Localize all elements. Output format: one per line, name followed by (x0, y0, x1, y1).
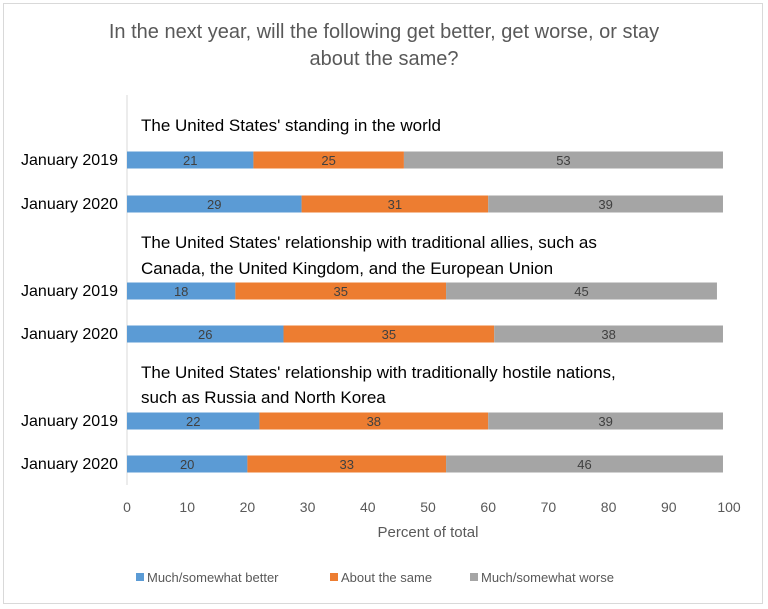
data-label: 31 (388, 197, 402, 212)
x-tick-label: 0 (123, 499, 131, 515)
bar-segment (127, 151, 254, 169)
data-label: 35 (382, 327, 396, 342)
bar-segment (283, 325, 495, 343)
category-label: January 2020 (21, 326, 118, 343)
group-label: Canada, the United Kingdom, and the Euro… (141, 259, 553, 278)
x-tick-label: 60 (480, 499, 496, 515)
chart-title: In the next year, will the following get… (109, 21, 659, 43)
category-label: January 2019 (21, 283, 118, 300)
data-label: 18 (174, 284, 188, 299)
bar-segment (488, 195, 723, 213)
bar-segment (259, 412, 489, 430)
bar-segment (403, 151, 723, 169)
group-label: The United States' relationship with tra… (141, 363, 616, 382)
legend-swatch (330, 573, 338, 581)
bar-segment (247, 455, 447, 473)
bar-segment (253, 151, 404, 169)
legend-swatch (470, 573, 478, 581)
group-label: such as Russia and North Korea (141, 388, 386, 407)
data-label: 29 (207, 197, 221, 212)
x-tick-label: 80 (601, 499, 617, 515)
bar-segment (446, 282, 717, 300)
data-label: 45 (574, 284, 588, 299)
bar-segment (446, 455, 723, 473)
data-label: 20 (180, 457, 194, 472)
group-label: The United States' standing in the world (141, 116, 441, 135)
legend-label: Much/somewhat better (147, 570, 279, 585)
bar-segment (127, 195, 302, 213)
data-label: 38 (367, 414, 381, 429)
x-tick-label: 50 (420, 499, 436, 515)
chart-frame (3, 3, 763, 604)
x-tick-label: 90 (661, 499, 677, 515)
data-label: 39 (598, 197, 612, 212)
category-label: January 2020 (21, 456, 118, 473)
x-tick-label: 100 (717, 499, 741, 515)
bar-segment (488, 412, 723, 430)
category-label: January 2019 (21, 152, 118, 169)
bar-segment (127, 325, 284, 343)
data-label: 46 (577, 457, 591, 472)
x-tick-label: 10 (179, 499, 195, 515)
data-label: 33 (339, 457, 353, 472)
x-tick-label: 30 (300, 499, 316, 515)
data-label: 39 (598, 414, 612, 429)
data-label: 26 (198, 327, 212, 342)
x-tick-label: 70 (541, 499, 557, 515)
data-label: 35 (333, 284, 347, 299)
category-label: January 2020 (21, 196, 118, 213)
bar-segment (301, 195, 489, 213)
category-label: January 2019 (21, 413, 118, 430)
chart-title: about the same? (310, 48, 459, 70)
legend-swatch (136, 573, 144, 581)
legend-label: About the same (341, 570, 432, 585)
x-tick-label: 40 (360, 499, 376, 515)
legend-label: Much/somewhat worse (481, 570, 614, 585)
data-label: 21 (183, 153, 197, 168)
bar-segment (235, 282, 447, 300)
bar-segment (494, 325, 723, 343)
group-label: The United States' relationship with tra… (141, 233, 597, 252)
data-label: 22 (186, 414, 200, 429)
x-axis-title: Percent of total (378, 524, 479, 541)
bar-segment (127, 455, 248, 473)
data-label: 25 (321, 153, 335, 168)
x-tick-label: 20 (240, 499, 256, 515)
bar-segment (127, 282, 236, 300)
data-label: 38 (601, 327, 615, 342)
data-label: 53 (556, 153, 570, 168)
bar-segment (127, 412, 260, 430)
